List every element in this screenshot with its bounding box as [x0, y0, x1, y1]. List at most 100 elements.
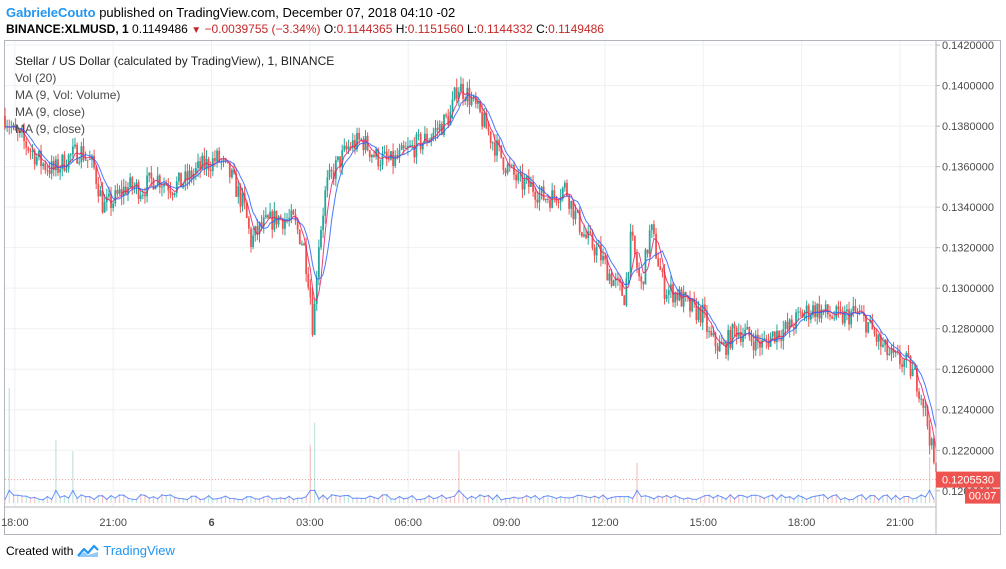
candle-body: [725, 342, 727, 355]
volume-bar: [267, 495, 269, 503]
volume-bar: [610, 496, 613, 503]
candle-body: [413, 145, 416, 158]
candle-body: [69, 154, 72, 156]
chart-legend: Stellar / US Dollar (calculated by Tradi…: [15, 53, 334, 138]
candle-body: [78, 162, 81, 164]
volume-bar: [704, 494, 706, 503]
candle-body: [260, 222, 263, 227]
candle-body: [426, 133, 428, 143]
legend-item-volume-ma[interactable]: MA (9, Vol: Volume): [15, 88, 121, 102]
candle-body: [400, 145, 403, 150]
volume-bar: [157, 498, 159, 503]
legend-item-volume[interactable]: Vol (20): [15, 71, 57, 85]
candle-body: [197, 161, 199, 168]
volume-bar: [12, 494, 15, 503]
candle-body: [341, 150, 344, 168]
volume-bar: [543, 495, 545, 503]
volume-bar: [560, 496, 562, 503]
candle-body: [184, 171, 187, 184]
candle-body: [216, 150, 218, 162]
candle-body: [468, 87, 471, 106]
candle-body: [610, 273, 613, 286]
candle-body: [479, 101, 481, 112]
candle-body: [328, 169, 331, 178]
y-tick-label: 0.1320000: [942, 243, 994, 255]
volume-bar: [865, 498, 867, 503]
candle-body: [124, 186, 127, 195]
candle-body: [457, 91, 460, 99]
candle-body: [466, 87, 469, 102]
candle-body: [646, 249, 649, 254]
tradingview-brand-link[interactable]: TradingView: [103, 543, 175, 558]
candle-body: [292, 210, 295, 215]
candle-body: [379, 165, 382, 167]
candle-body: [737, 332, 740, 337]
candle-body: [220, 161, 223, 163]
candle-body: [846, 309, 848, 312]
candle-body: [793, 327, 795, 329]
candle-body: [76, 144, 79, 164]
volume-bar: [140, 493, 142, 503]
candle-body: [298, 229, 301, 245]
volume-bar: [576, 494, 579, 503]
volume-bar: [101, 494, 104, 503]
volume-bar: [733, 498, 736, 503]
candle-body: [782, 329, 785, 341]
volume-bar: [814, 495, 816, 503]
legend-item-ma-close-2[interactable]: MA (9, close): [15, 122, 86, 136]
volume-bar: [899, 499, 901, 503]
created-with-label: Created with: [6, 543, 74, 558]
volume-bar: [568, 497, 570, 503]
legend-item-ma-close[interactable]: MA (9, close): [15, 105, 86, 119]
volume-bar: [165, 494, 167, 503]
candle-body: [595, 246, 598, 256]
open-value: 0.1144365: [336, 22, 393, 36]
chart-frame[interactable]: [4, 40, 1001, 535]
volume-bar: [687, 497, 689, 503]
volume-bar: [220, 497, 222, 503]
volume-bar: [76, 497, 78, 503]
candle-body: [865, 315, 867, 333]
volume-bar: [403, 498, 405, 503]
volume-bar: [623, 496, 625, 503]
candle-body: [918, 391, 920, 399]
volume-bar: [483, 495, 485, 503]
candle-body: [674, 292, 677, 303]
candle-body: [814, 305, 817, 318]
candle-body: [742, 335, 744, 342]
low-value: 0.1144332: [476, 22, 533, 36]
volume-bar: [17, 494, 19, 503]
x-tick-label: 6: [208, 517, 214, 529]
volume-bar: [381, 494, 384, 503]
candle-body: [638, 268, 640, 277]
candle-body: [421, 142, 424, 150]
volume-bar: [224, 495, 227, 503]
candle-body: [284, 219, 286, 229]
candle-body: [245, 202, 248, 218]
candle-body: [86, 159, 89, 161]
candle-body: [483, 112, 486, 127]
volume-bar: [895, 494, 897, 503]
volume-bar: [670, 497, 672, 503]
candle-body: [848, 309, 850, 325]
candle-body: [754, 334, 757, 351]
candle-body: [84, 159, 87, 161]
candle-body: [695, 302, 698, 320]
candle-body: [585, 234, 587, 239]
candle-body: [182, 183, 185, 187]
candle-body: [905, 352, 908, 361]
volume-bar: [657, 495, 659, 503]
volume-bar: [347, 494, 350, 503]
candle-body: [767, 340, 770, 347]
publisher-username[interactable]: GabrieleCouto: [6, 5, 96, 20]
volume-bar: [59, 496, 61, 503]
volume-bar: [644, 495, 647, 503]
volume-bar: [806, 498, 808, 503]
candle-body: [180, 172, 182, 187]
candle-body: [139, 195, 142, 199]
volume-bar: [106, 498, 108, 503]
volume-bar: [394, 498, 396, 503]
volume-bar: [398, 495, 401, 503]
volume-bar: [42, 499, 44, 503]
